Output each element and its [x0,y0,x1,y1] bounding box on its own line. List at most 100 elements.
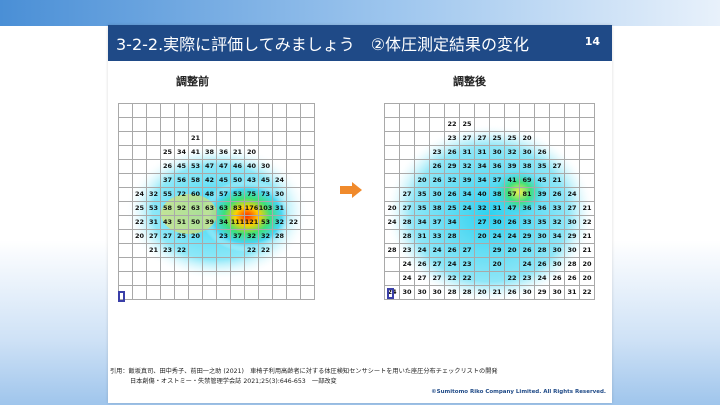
after-cell: 30 [490,216,505,230]
after-cell: 20 [415,174,430,188]
after-cell: 41 [505,174,520,188]
before-cell [119,118,133,132]
before-cell: 60 [189,188,203,202]
after-cell [430,104,445,118]
after-cell: 20 [520,132,535,146]
before-cell [203,244,217,258]
after-cell: 24 [400,258,415,272]
before-cell: 63 [189,202,203,216]
after-cell: 24 [460,202,475,216]
after-cell: 35 [415,202,430,216]
before-cell [301,216,315,230]
before-cell [147,160,161,174]
after-cell [520,104,535,118]
after-cell: 39 [535,188,550,202]
after-cell: 27 [460,132,475,146]
after-cell: 23 [400,244,415,258]
before-cell: 37 [161,174,175,188]
after-cell: 81 [520,188,535,202]
after-cell [385,174,400,188]
before-cell [119,132,133,146]
before-cell: 25 [161,146,175,160]
before-cell [287,146,301,160]
before-cell [301,104,315,118]
before-cell [231,258,245,272]
after-cell: 47 [505,202,520,216]
before-cell [133,174,147,188]
before-cell: 58 [161,202,175,216]
after-cell: 22 [580,216,595,230]
after-cell [400,146,415,160]
after-cell [490,118,505,132]
before-cell: 121 [245,216,259,230]
before-cell [133,146,147,160]
before-cell [287,202,301,216]
before-cell [203,118,217,132]
after-cell: 27 [565,202,580,216]
after-cell: 24 [400,272,415,286]
after-cell [460,216,475,230]
after-cell: 29 [520,230,535,244]
after-cell: 39 [460,174,475,188]
after-cell: 32 [445,174,460,188]
before-cell: 22 [259,244,273,258]
before-cell: 30 [273,188,287,202]
before-heat-overlay [125,144,309,280]
before-cell [231,286,245,300]
after-cell: 25 [505,132,520,146]
after-cell [400,132,415,146]
before-cell [231,104,245,118]
before-cell [217,258,231,272]
after-cell [445,104,460,118]
after-cell: 26 [535,146,550,160]
before-cell [287,174,301,188]
before-cell [301,160,315,174]
before-cell: 24 [273,174,287,188]
after-cell [580,160,595,174]
before-cell: 24 [133,188,147,202]
after-cell: 27 [475,216,490,230]
before-cell [119,146,133,160]
after-cell [550,104,565,118]
after-cell: 27 [430,258,445,272]
before-cell [119,258,133,272]
before-cell [133,118,147,132]
after-cell [385,132,400,146]
after-cell: 36 [535,202,550,216]
before-cell: 111 [231,216,245,230]
after-cell: 26 [430,174,445,188]
before-cell: 25 [175,230,189,244]
after-cell [580,104,595,118]
before-cell: 21 [147,244,161,258]
before-cell [133,160,147,174]
before-cell [245,132,259,146]
before-cell: 22 [287,216,301,230]
after-cell: 27 [400,188,415,202]
after-cell: 32 [475,202,490,216]
after-cell: 31 [460,146,475,160]
before-cell: 45 [259,174,273,188]
after-cell: 25 [445,202,460,216]
before-cell [147,286,161,300]
before-cell [273,118,287,132]
before-cell [147,118,161,132]
before-cell [119,286,133,300]
after-cell [505,258,520,272]
after-cell: 37 [490,174,505,188]
after-cell: 24 [520,258,535,272]
before-cell: 92 [175,202,189,216]
before-cell: 56 [175,174,189,188]
before-cell: 32 [245,230,259,244]
after-cell [475,272,490,286]
before-cell: 31 [273,202,287,216]
before-cell: 20 [189,230,203,244]
before-cell: 50 [231,174,245,188]
copyright: ©Sumitomo Riko Company Limited. All Righ… [431,389,606,395]
after-cell [505,104,520,118]
before-cell [301,174,315,188]
before-cell [189,258,203,272]
right-arrow-icon [340,182,362,198]
before-cell [287,244,301,258]
after-cell [385,160,400,174]
after-cell [400,104,415,118]
